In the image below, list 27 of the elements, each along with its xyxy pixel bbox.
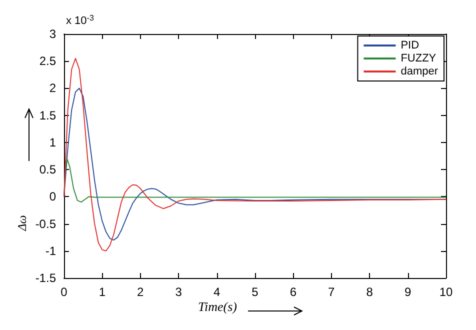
y-tick-label: 0.5 <box>39 162 56 177</box>
x-tick-label: 9 <box>404 285 412 299</box>
y-tick-label: 2.5 <box>39 54 56 68</box>
y-tick-label: -0.5 <box>35 216 56 231</box>
y-tick-label: 2 <box>49 81 56 96</box>
x-tick-label: 7 <box>328 285 336 299</box>
x-tick-label: 6 <box>290 285 297 299</box>
legend-label: FUZZY <box>400 52 437 64</box>
y-tick-label: 1 <box>49 135 56 150</box>
legend-label: damper <box>400 66 438 78</box>
y-axis-title: Δω <box>15 215 29 232</box>
x-axis-title: Time(s) <box>198 299 237 314</box>
y-tick-label: -1 <box>45 244 56 258</box>
x-tick-label: 10 <box>439 285 453 299</box>
x-tick-label: 0 <box>60 285 68 299</box>
x-tick-label: 4 <box>213 285 220 299</box>
line-series <box>64 158 446 203</box>
y-tick-label: 1.5 <box>39 108 56 122</box>
legend-label: PID <box>400 40 420 52</box>
y-tick-label: -1.5 <box>35 271 56 285</box>
x-tick-label: 8 <box>366 285 374 299</box>
x-tick-label: 1 <box>98 285 106 299</box>
y-tick-label: 0 <box>49 190 56 204</box>
x-tick-label: 5 <box>252 285 259 299</box>
x-tick-label: 2 <box>137 285 144 299</box>
x-tick-label: 3 <box>175 285 182 299</box>
y-tick-label: 3 <box>49 27 56 41</box>
